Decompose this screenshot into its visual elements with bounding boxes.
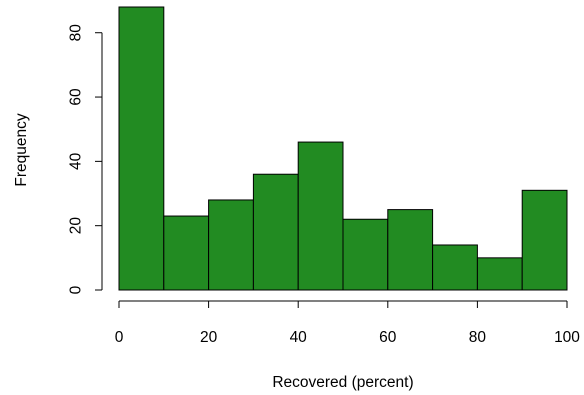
bars-group <box>118 6 568 291</box>
histogram-bar-0-10 <box>118 6 165 291</box>
y-tick-label-0: 0 <box>68 285 85 294</box>
y-tick-label-20: 20 <box>68 217 85 235</box>
histogram-bar-20-30 <box>208 199 254 291</box>
histogram-bar-80-90 <box>476 257 523 291</box>
x-tick-label-0: 0 <box>115 329 124 346</box>
histogram-bar-40-50 <box>297 141 344 291</box>
x-axis-label: Recovered (percent) <box>272 374 413 391</box>
histogram-bar-30-40 <box>252 173 299 291</box>
histogram-bar-60-70 <box>387 209 434 291</box>
y-tick-label-80: 80 <box>68 24 85 42</box>
histogram-bar-90-100 <box>521 189 568 291</box>
histogram-bar-70-80 <box>432 244 478 291</box>
x-tick-label-60: 60 <box>379 329 397 346</box>
x-tick-label-100: 100 <box>554 329 580 346</box>
x-tick-label-20: 20 <box>200 329 218 346</box>
histogram-bar-10-20 <box>163 215 210 291</box>
x-tick-label-40: 40 <box>290 329 308 346</box>
y-tick-label-60: 60 <box>68 88 85 106</box>
y-axis-label: Frequency <box>13 113 30 186</box>
y-tick-label-40: 40 <box>68 152 85 170</box>
y-axis: 0 20 40 60 80 <box>68 24 103 294</box>
histogram-bar-50-60 <box>342 218 389 291</box>
x-tick-label-80: 80 <box>469 329 487 346</box>
x-axis: 0 20 40 60 80 100 <box>115 300 580 346</box>
